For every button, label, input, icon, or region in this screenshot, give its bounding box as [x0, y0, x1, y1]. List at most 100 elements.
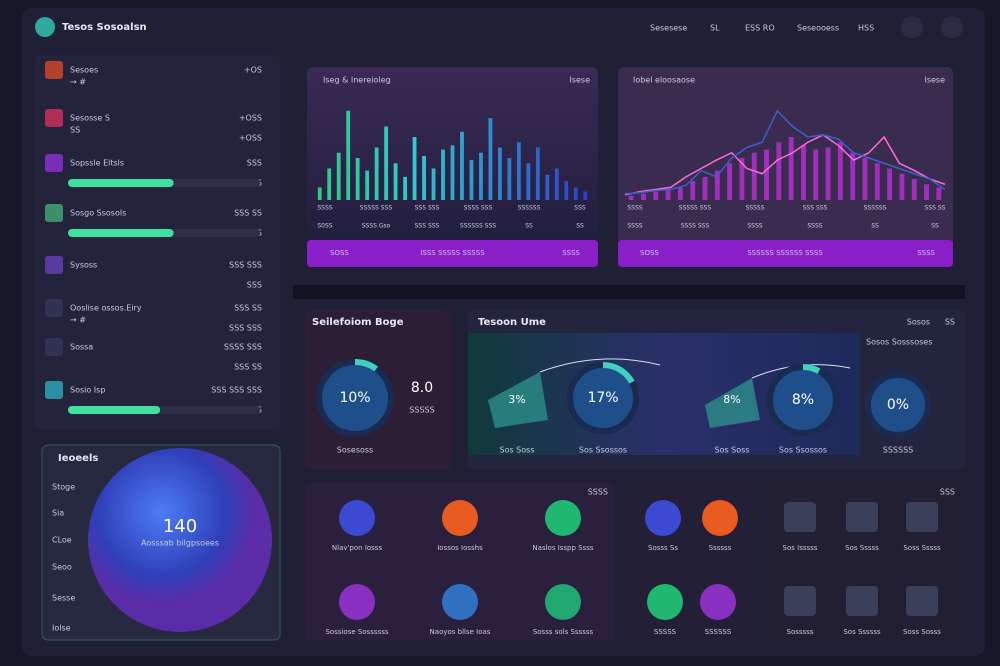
progress-bar: [68, 179, 174, 187]
widget-value: 140: [163, 516, 197, 537]
bar: [665, 189, 671, 200]
x-label: SSS SSS: [415, 205, 440, 212]
bar: [776, 142, 782, 200]
item-value: SSSS SSS: [224, 343, 262, 352]
icon[interactable]: [906, 586, 938, 616]
card-label: 3%: [508, 393, 525, 406]
avatar[interactable]: [35, 17, 55, 37]
chart2-footer: [618, 240, 953, 267]
bar: [488, 118, 493, 200]
chart2-panel: [618, 67, 953, 267]
bar: [702, 176, 708, 200]
bar: [850, 152, 856, 200]
icon[interactable]: [545, 584, 581, 620]
bar: [554, 168, 559, 200]
item-title: Sosio Isp: [70, 386, 105, 395]
bar: [628, 195, 634, 200]
bar: [431, 168, 436, 200]
item-note: SSS SS: [234, 363, 262, 372]
icon[interactable]: [700, 584, 736, 620]
icon[interactable]: [339, 584, 375, 620]
x-label: SSS: [574, 205, 586, 212]
icon-label: Sos Sssss: [845, 544, 879, 552]
panel-menu: SSSS: [588, 488, 608, 497]
widget-row: Iolse: [52, 624, 71, 633]
icon[interactable]: [846, 502, 878, 532]
x-label: SSSS: [317, 205, 332, 212]
icon[interactable]: [906, 502, 938, 532]
footer-label: SSSS Gso: [362, 223, 391, 230]
bar: [441, 149, 445, 200]
icon-button[interactable]: [901, 16, 923, 38]
bar: [813, 149, 819, 200]
nav-link[interactable]: HSS: [858, 24, 874, 33]
chart-title: Iobel eloosaose: [633, 76, 695, 85]
item-icon: [45, 299, 63, 317]
bar: [825, 147, 831, 200]
bar: [690, 181, 696, 200]
bar: [403, 176, 407, 200]
panel-title: Tesoon Ume: [478, 317, 546, 328]
line: [624, 109, 946, 195]
item-value: +OSS: [239, 114, 262, 123]
footer-label: SS: [525, 223, 533, 230]
item-icon: [45, 154, 63, 172]
bar: [479, 152, 483, 200]
item-title: Ooslise ossos.Eiry: [70, 304, 142, 313]
bar: [887, 168, 893, 200]
bar: [317, 187, 322, 200]
bar: [450, 145, 455, 200]
x-label: SSSSSS: [518, 205, 541, 212]
icon[interactable]: [645, 500, 681, 536]
icon-label: Sosssss: [787, 628, 814, 636]
footer-label: SS: [871, 223, 879, 230]
icon[interactable]: [784, 586, 816, 616]
icon[interactable]: [846, 586, 878, 616]
gauge-body: [865, 372, 931, 438]
icon-label: Nlav'pon Iosss: [332, 544, 383, 552]
x-label: SSSSS: [745, 205, 764, 212]
bar: [764, 149, 769, 200]
icon-label: Sos Isssss: [783, 544, 818, 552]
item-icon: [45, 61, 63, 79]
bar: [336, 152, 341, 200]
icon[interactable]: [545, 500, 581, 536]
item-title: Sysoss: [70, 261, 97, 270]
bar: [346, 110, 351, 200]
cards: [488, 372, 760, 428]
line: [624, 134, 946, 196]
bar: [739, 158, 745, 200]
bar: [564, 181, 569, 200]
bar: [535, 147, 540, 200]
footer-label: S0SS: [317, 223, 332, 230]
icon[interactable]: [339, 500, 375, 536]
icon-button[interactable]: [941, 16, 963, 38]
bar: [751, 152, 757, 200]
nav-link[interactable]: SL: [710, 24, 720, 33]
icon[interactable]: [442, 500, 478, 536]
icon[interactable]: [442, 584, 478, 620]
gauge-caption: SSSSSS: [883, 446, 913, 455]
icon[interactable]: [784, 502, 816, 532]
card-caption: Sos Soss: [715, 446, 750, 455]
gauge-label: 8%: [792, 392, 814, 408]
nav-link[interactable]: Seseooess: [797, 24, 839, 33]
bar: [384, 126, 389, 200]
panel-title: Seilefoiom Boge: [312, 317, 404, 328]
chart-menu: Isese: [924, 76, 945, 85]
icon[interactable]: [647, 584, 683, 620]
nav-link[interactable]: Sesesese: [650, 24, 687, 33]
footer-label: SSSS: [747, 223, 762, 230]
nav-link[interactable]: ESS RO: [745, 24, 775, 33]
icon-label: Sosss sols Ssssss: [533, 628, 594, 636]
icon-label: Sossiose Sossssss: [325, 628, 388, 636]
footer-label: SSSS SSS: [681, 223, 710, 230]
item-icon: [45, 381, 63, 399]
bar: [422, 155, 426, 200]
app-title: Tesos Sosoalsn: [62, 22, 147, 33]
item-sub: SS: [70, 126, 80, 135]
gauge-arc: [316, 359, 394, 437]
footer-text: ISSS SSSSS SSSSS: [420, 249, 485, 257]
icon[interactable]: [702, 500, 738, 536]
